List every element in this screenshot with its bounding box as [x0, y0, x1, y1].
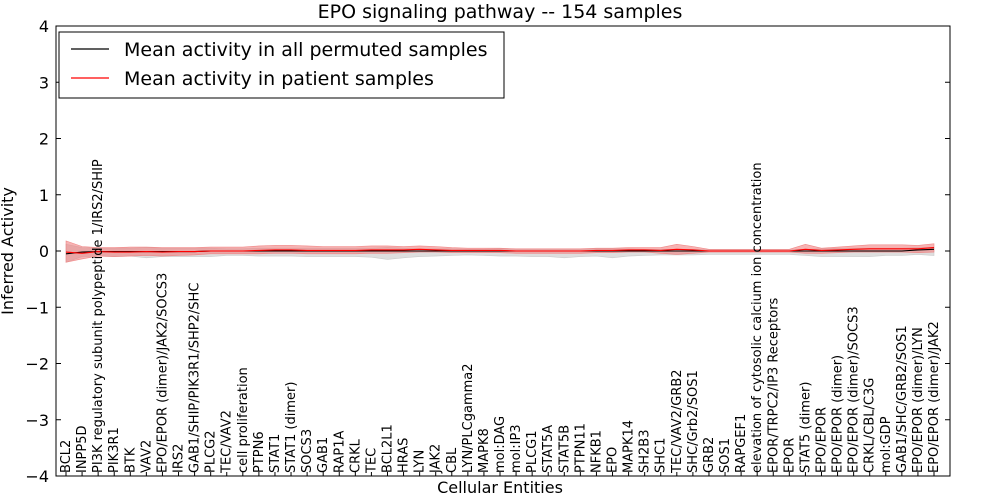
y-tick-label: 1 — [39, 186, 49, 205]
x-tick-label: VAV2 — [139, 440, 154, 473]
legend-box — [58, 31, 505, 99]
x-tick-label: EPO/EPOR (dimer)/JAK2 — [927, 321, 942, 473]
x-tick-labels: BCL2 INPP5D PI3K regulatory subunit polype… — [59, 159, 942, 474]
x-tick-label: PLCG1 — [525, 430, 540, 473]
x-tick-label: BCL2 — [59, 440, 74, 473]
legend: Mean activity in all permuted samples Me… — [58, 31, 505, 99]
x-tick-label: RAPGEF1 — [734, 414, 749, 473]
x-tick-label: cell proliferation — [236, 367, 251, 473]
x-tick-label: EPO/EPOR (dimer)/LYN — [911, 327, 926, 473]
legend-label-permuted: Mean activity in all permuted samples — [124, 39, 487, 61]
x-tick-label: EPOR — [782, 438, 797, 473]
x-tick-label: mol:IP3 — [509, 424, 524, 473]
y-tick-label: −3 — [25, 411, 49, 430]
x-tick-label: PIK3R1 — [107, 427, 122, 473]
x-tick-label: LYN/PLCgamma2 — [461, 363, 476, 473]
x-tick-label: elevation of cytosolic calcium ion conce… — [750, 162, 765, 473]
x-tick-label: mol:DAG — [493, 416, 508, 473]
x-tick-label: RAP1A — [332, 430, 347, 473]
x-tick-label: STAT5B — [557, 425, 572, 473]
x-tick-label: TEC — [364, 448, 379, 474]
chart-title: EPO signaling pathway -- 154 samples — [318, 1, 683, 23]
y-tick-label: −2 — [25, 355, 49, 374]
band-patient — [65, 240, 935, 263]
x-tick-label: STAT5A — [541, 425, 556, 473]
lines-layer — [65, 247, 935, 255]
x-tick-label: TEC/VAV2 — [220, 410, 235, 474]
y-tick-label: 0 — [39, 242, 49, 261]
x-axis-label: Cellular Entities — [437, 478, 563, 497]
x-tick-label: EPO/EPOR (dimer)/SOCS3 — [847, 306, 862, 473]
x-tick-label: SHC/Grb2/SOS1 — [686, 370, 701, 473]
x-tick-label: PTPN11 — [573, 423, 588, 473]
x-tick-label: CRKL/CBL/C3G — [863, 378, 878, 473]
x-tick-label: INPP5D — [75, 425, 90, 473]
x-tick-label: EPO/EPOR (dimer)/JAK2/SOCS3 — [155, 273, 170, 473]
x-tick-label: CRKL — [348, 438, 363, 473]
x-tick-label: BTK — [123, 447, 138, 473]
bands-layer — [65, 240, 935, 263]
y-tick-label: −1 — [25, 298, 49, 317]
plot-frame — [55, 25, 951, 477]
x-tick-label: GRB2 — [702, 437, 717, 473]
x-tick-label: MAPK14 — [622, 420, 637, 473]
x-tick-label: SOS1 — [718, 438, 733, 473]
x-tick-label: BCL2L1 — [381, 424, 396, 473]
x-tick-label: NFKB1 — [589, 430, 604, 473]
x-tick-label: LYN — [413, 450, 428, 473]
x-tick-label: HRAS — [397, 438, 412, 473]
x-tick-label: EPO — [606, 447, 621, 473]
legend-label-patient: Mean activity in patient samples — [124, 68, 434, 90]
x-tick-label: STAT1 — [268, 434, 283, 473]
y-tick-label: 3 — [39, 73, 49, 92]
y-axis-label: Inferred Activity — [0, 187, 17, 315]
x-tick-label: SHC1 — [654, 438, 669, 473]
y-tick-label: 4 — [39, 17, 49, 36]
x-tick-label: TEC/VAV2/GRB2 — [670, 369, 685, 474]
x-tick-label: PI3K regulatory subunit polypeptide 1/IR… — [91, 159, 106, 473]
y-ticks-layer: 4 3 2 1 0 −1 −2 −3 −4 — [25, 17, 950, 486]
x-tick-label: SH2B3 — [638, 430, 653, 474]
x-tick-label: JAK2 — [429, 444, 444, 474]
series-line-patient — [65, 247, 935, 254]
x-tick-label: EPO/EPOR (dimer) — [831, 355, 846, 473]
x-tick-label: MAPK8 — [477, 428, 492, 473]
x-tick-label: mol:GDP — [879, 416, 894, 473]
x-tick-label: CBL — [445, 447, 460, 473]
x-tick-label: GAB1/SHC/GRB2/SOS1 — [895, 325, 910, 473]
x-tick-label: EPO/EPOR — [815, 407, 830, 473]
x-tick-label: STAT1 (dimer) — [284, 382, 299, 473]
y-tick-label: −4 — [25, 467, 49, 486]
x-tick-label: STAT5 (dimer) — [798, 382, 813, 473]
x-tick-label: PLCG2 — [204, 430, 219, 473]
y-tick-label: 2 — [39, 130, 49, 149]
x-tick-label: GAB1 — [316, 437, 331, 473]
x-tick-label: GAB1/SHIP/PIK3R1/SHP2/SHC — [188, 283, 203, 473]
x-tick-label: PTPN6 — [252, 431, 267, 473]
x-tick-label: EPOR/TRPC2/IP3 Receptors — [766, 297, 781, 473]
x-tick-label: SOCS3 — [300, 429, 315, 473]
x-tick-label: IRS2 — [172, 444, 187, 473]
